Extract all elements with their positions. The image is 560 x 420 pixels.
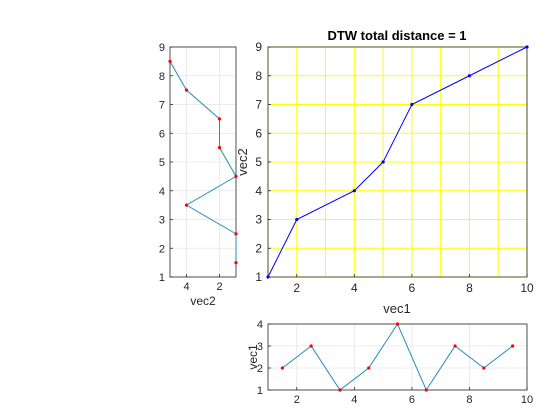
left-signal-line	[169, 61, 237, 263]
left-plot: 4 2 1 2 3 4 5 6 7 8 9 vec2	[159, 42, 238, 308]
left-signal-point	[234, 174, 238, 178]
bottom-signal-point	[453, 344, 457, 348]
left-signal-point	[184, 88, 189, 92]
main-x-tick-label: 8	[466, 281, 473, 295]
bottom-x-tick-label: 6	[409, 394, 415, 406]
bottom-signal-point	[280, 366, 284, 370]
main-path-point	[525, 45, 529, 49]
main-path-point	[467, 74, 472, 78]
main-path-point	[381, 160, 385, 164]
main-path-point	[410, 102, 414, 107]
bottom-x-tick-label: 10	[521, 394, 533, 406]
main-y-tick-label: 6	[255, 126, 262, 140]
main-path-point	[352, 189, 356, 193]
main-path-point	[295, 217, 299, 222]
left-y-tick-label: 6	[159, 128, 165, 140]
left-x-tick-label: 4	[183, 281, 189, 293]
bottom-y-tick-label: 1	[257, 385, 263, 397]
bottom-series	[280, 322, 515, 392]
bottom-signal-point	[511, 344, 515, 348]
main-path-point	[266, 275, 270, 279]
left-y-tick-label: 2	[159, 243, 165, 255]
bottom-signal-point	[482, 366, 486, 370]
bottom-y-tick-label: 3	[257, 341, 263, 353]
left-signal-point	[234, 261, 238, 265]
left-y-tick-label: 5	[159, 157, 165, 169]
main-series	[266, 45, 529, 279]
left-y-tick-label: 1	[159, 272, 165, 284]
main-y-tick-label: 9	[255, 40, 262, 54]
left-signal-point	[168, 59, 172, 63]
left-tick-labels: 4 2 1 2 3 4 5 6 7 8 9	[159, 42, 223, 293]
main-x-tick-label: 6	[409, 281, 416, 295]
bottom-y-tick-label: 2	[257, 363, 263, 375]
bottom-plot-area	[268, 324, 527, 390]
left-x-tick-label: 2	[216, 281, 222, 293]
bottom-x-tick-label: 4	[351, 394, 357, 406]
main-y-tick-label: 8	[255, 69, 262, 83]
bottom-y-tick-label: 4	[257, 319, 263, 331]
left-signal-point	[217, 117, 222, 121]
left-y-tick-label: 9	[159, 42, 165, 54]
bottom-signal-point	[367, 366, 371, 370]
main-y-tick-label: 4	[255, 184, 262, 198]
main-y-tick-label: 7	[255, 98, 262, 112]
main-ylabel: vec2	[235, 148, 250, 175]
main-x-tick-label: 2	[293, 281, 300, 295]
left-signal-point	[234, 232, 238, 236]
bottom-x-tick-label: 8	[466, 394, 472, 406]
main-y-tick-label: 3	[255, 213, 262, 227]
main-x-tick-label: 4	[351, 281, 358, 295]
bottom-x-tick-label: 2	[294, 394, 300, 406]
left-y-tick-label: 4	[159, 186, 165, 198]
left-series	[168, 59, 238, 265]
left-xlabel: vec2	[190, 294, 216, 308]
bottom-signal-point	[395, 322, 400, 326]
bottom-signal-point	[338, 388, 342, 392]
left-signal-point	[217, 146, 222, 150]
main-title: DTW total distance = 1	[327, 28, 466, 43]
main-y-tick-label: 5	[255, 155, 262, 169]
bottom-ylabel: vec1	[246, 344, 260, 370]
left-y-tick-label: 8	[159, 71, 165, 83]
main-y-tick-label: 2	[255, 241, 262, 255]
left-y-tick-label: 3	[159, 215, 165, 227]
main-y-tick-label: 1	[255, 270, 262, 284]
bottom-signal-point	[309, 344, 313, 348]
main-x-tick-label: 10	[520, 281, 534, 295]
left-y-tick-label: 7	[159, 100, 165, 112]
bottom-signal-point	[424, 388, 428, 392]
left-signal-point	[184, 203, 189, 207]
main-xlabel: vec1	[383, 301, 410, 316]
